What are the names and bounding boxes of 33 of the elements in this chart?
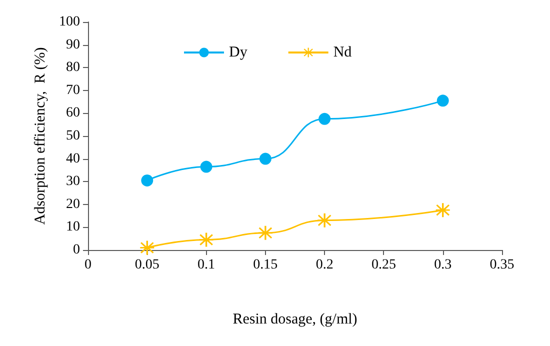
point (318, 112, 331, 125)
point (200, 160, 212, 173)
x-tick-label: 0.15 (253, 258, 278, 272)
point (259, 152, 272, 165)
x-tick-label: 0.35 (490, 258, 514, 272)
point (141, 174, 154, 186)
point (199, 232, 214, 247)
y-tick-label: 10 (66, 220, 80, 235)
x-tick-label: 0.05 (134, 258, 160, 272)
x-tick-label: 0.25 (371, 258, 396, 272)
legend-label: Nd (333, 44, 352, 60)
y-axis-title: Adsorption efficiency, R (%) (32, 47, 48, 225)
y-tick-label: 100 (59, 14, 80, 30)
y-tick-label: 30 (66, 174, 80, 190)
legend-label: Dy (229, 44, 248, 60)
x-tick-label: 0.3 (434, 258, 452, 272)
y-tick-label: 50 (66, 128, 80, 144)
point (318, 213, 332, 228)
y-tick-label: 70 (66, 82, 80, 98)
point (436, 94, 449, 107)
x-tick-label: 0 (84, 258, 92, 272)
x-tick-label: 0.1 (198, 258, 216, 272)
y-tick-label: 0 (73, 242, 80, 258)
x-axis-title: Resin dosage, (g/ml) (232, 312, 358, 328)
point (258, 226, 272, 240)
point (436, 203, 450, 218)
x-tick-label: 0.2 (316, 258, 334, 272)
y-tick-label: 40 (66, 151, 80, 166)
y-tick-label: 80 (66, 60, 80, 76)
y-tick-label: 60 (66, 106, 80, 121)
y-tick-label: 90 (66, 37, 80, 52)
point (140, 240, 154, 255)
y-tick-label: 20 (66, 196, 80, 212)
